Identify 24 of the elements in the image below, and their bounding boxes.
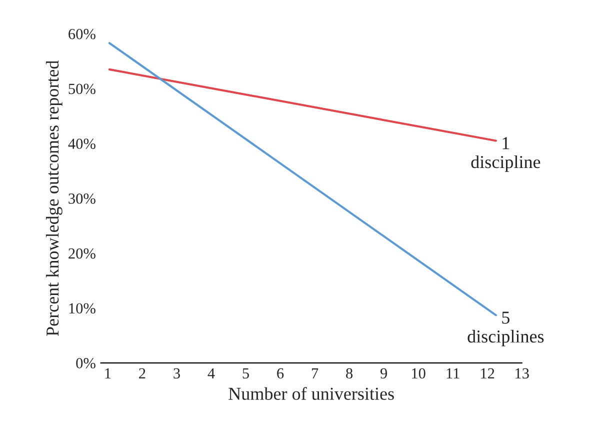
- x-tick-label: 12: [481, 368, 494, 378]
- x-tick-label: 5: [242, 368, 249, 379]
- x-tick-label: 10: [412, 368, 426, 379]
- x-tick-label: 11: [446, 368, 460, 378]
- y-tick-label: 60%: [68, 28, 96, 40]
- annotation: 5 disciplines: [468, 312, 544, 346]
- y-tick-label: 30%: [68, 193, 96, 204]
- x-tick-label: 6: [277, 368, 284, 379]
- y-axis-title: Percent knowledge outcomes reported: [46, 60, 62, 336]
- annotation: 1 discipline: [471, 137, 540, 172]
- x-tick-label: 3: [174, 368, 180, 379]
- x-axis-title: Number of universities: [228, 387, 394, 400]
- y-tick-label: 40%: [68, 138, 96, 149]
- y-tick-label: 50%: [68, 84, 96, 94]
- x-tick-label: 8: [346, 368, 353, 379]
- x-tick-label: 9: [380, 368, 387, 379]
- x-tick-label: 1: [105, 368, 111, 378]
- y-tick-label: 0%: [76, 358, 96, 368]
- y-tick-label: 10%: [69, 303, 96, 314]
- x-tick-label: 13: [516, 368, 529, 379]
- y-tick-label: 20%: [68, 248, 96, 259]
- x-tick-label: 2: [139, 368, 146, 378]
- x-tick-label: 4: [208, 368, 215, 378]
- x-tick-label: 7: [312, 368, 318, 378]
